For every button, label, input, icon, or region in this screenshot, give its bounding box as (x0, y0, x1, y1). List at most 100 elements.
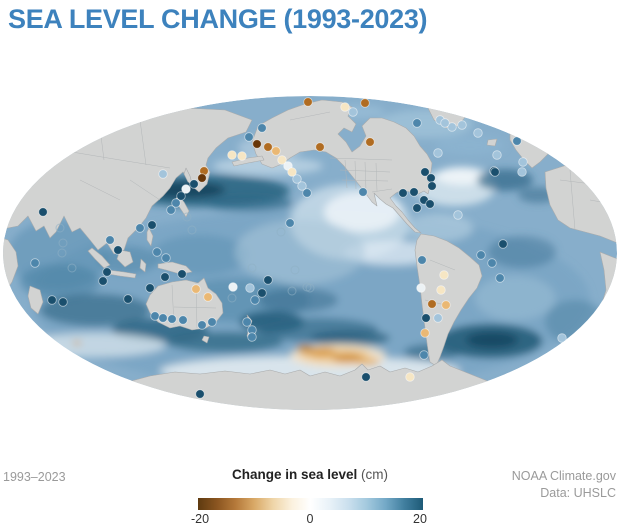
station-dot (487, 258, 497, 268)
landmass-iceland (486, 138, 498, 147)
station-dot (237, 151, 247, 161)
station-dot-open (57, 248, 67, 258)
station-dot (421, 313, 431, 323)
station-dot (473, 128, 483, 138)
station-dot (361, 372, 371, 382)
station-dot (340, 102, 350, 112)
colorbar-tick-min: -20 (190, 512, 210, 526)
landmass-tasmania (201, 335, 210, 344)
station-dot (176, 191, 186, 201)
legend-title: Change in sea level (231, 467, 358, 482)
station-dot (271, 146, 281, 156)
station-dot (492, 150, 502, 160)
station-dot (203, 292, 213, 302)
credit-data: Data: UHSLC (540, 486, 616, 500)
station-dot (207, 317, 217, 327)
station-dot (476, 250, 486, 260)
station-dot (191, 284, 201, 294)
station-dot-open (287, 286, 297, 296)
colorbar-tick-zero: 0 (306, 512, 314, 526)
station-dot (152, 247, 162, 257)
station-dot (123, 294, 133, 304)
station-dot (425, 199, 435, 209)
station-dot (512, 136, 522, 146)
station-dot (105, 235, 115, 245)
station-dot (160, 272, 170, 282)
station-dot (102, 267, 112, 277)
station-dot (47, 295, 57, 305)
station-dot (416, 283, 426, 293)
station-dot (518, 157, 528, 167)
station-dot (427, 181, 437, 191)
station-dot (433, 313, 443, 323)
landmass-sulawesi (139, 258, 147, 273)
colorbar (198, 498, 423, 510)
station-dot (247, 332, 257, 342)
landmass-borneo (116, 249, 134, 268)
station-dot (420, 328, 430, 338)
station-dot (457, 120, 467, 130)
station-dot (30, 258, 40, 268)
station-dot-open (55, 223, 65, 233)
station-dot (244, 132, 254, 142)
station-dot-open (290, 265, 300, 275)
station-dot (557, 333, 567, 343)
station-dot (292, 174, 302, 184)
station-dot (228, 282, 238, 292)
station-dot (150, 311, 160, 321)
station-dot (197, 320, 207, 330)
station-dot (348, 107, 358, 117)
station-dot (38, 207, 48, 217)
landmass-sumatra (87, 247, 111, 269)
station-dot (495, 273, 505, 283)
station-dot (177, 269, 187, 279)
station-dot (287, 167, 297, 177)
station-dot (360, 98, 370, 108)
station-dot-open (58, 238, 68, 248)
legend-title-block: Change in sea level (cm) (160, 466, 460, 484)
page-title: SEA LEVEL CHANGE (1993-2023) (8, 4, 428, 34)
station-dot (303, 97, 313, 107)
station-dot (436, 285, 446, 295)
station-dot (252, 139, 262, 149)
landmass-madagascar (27, 285, 44, 315)
colorbar-tick-max: 20 (413, 512, 427, 526)
station-dot (419, 350, 429, 360)
station-dot (178, 315, 188, 325)
station-dot (197, 173, 207, 183)
station-dot (440, 118, 450, 128)
station-dot (171, 198, 181, 208)
station-dot (453, 210, 463, 220)
station-dot (498, 239, 508, 249)
station-dot (167, 314, 177, 324)
station-dot (427, 299, 437, 309)
station-dot (263, 142, 273, 152)
station-dot (196, 96, 206, 100)
station-dot (365, 137, 375, 147)
station-dot (257, 288, 267, 298)
station-dot (426, 173, 436, 183)
station-dot (245, 283, 255, 293)
station-dot (98, 276, 108, 286)
station-dot (490, 167, 500, 177)
landmass-aleutians (231, 155, 265, 167)
station-dot (263, 275, 273, 285)
station-dot (147, 220, 157, 230)
station-dot-open (67, 263, 77, 273)
station-dot (135, 223, 145, 233)
station-dot (195, 389, 205, 399)
station-dot (285, 218, 295, 228)
station-dot-open (305, 283, 315, 293)
station-dot-open (187, 225, 197, 235)
station-dot (405, 372, 415, 382)
station-dot (58, 297, 68, 307)
station-dot (158, 313, 168, 323)
station-dot (420, 167, 430, 177)
landmass-philippines (146, 227, 154, 247)
station-dot (166, 205, 176, 215)
station-dot (433, 148, 443, 158)
station-dot (297, 181, 307, 191)
station-dot (302, 188, 312, 198)
